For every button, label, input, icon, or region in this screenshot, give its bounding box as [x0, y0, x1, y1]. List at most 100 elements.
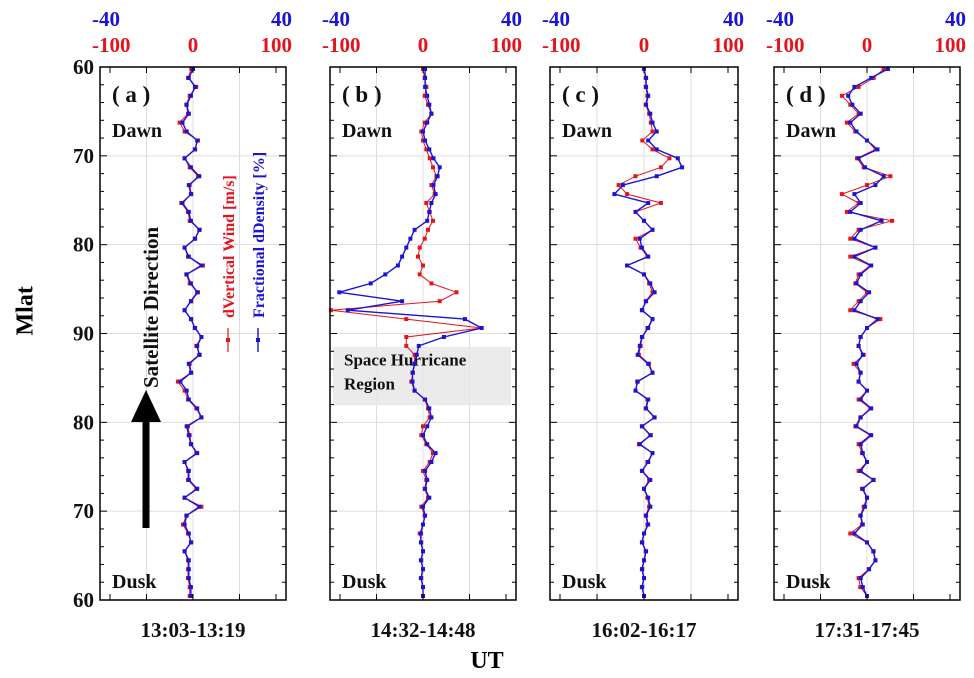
y-tick-label: 80 [73, 410, 94, 434]
time-range-label: 13:03-13:19 [141, 618, 246, 642]
wind-data-point [426, 227, 430, 232]
density-data-point [680, 165, 685, 170]
wind-data-point [422, 93, 427, 98]
density-data-point [635, 352, 640, 357]
density-data-point [421, 433, 425, 438]
density-data-point [650, 227, 655, 232]
density-data-point [858, 111, 863, 116]
density-data-point [642, 486, 646, 491]
density-data-point [873, 558, 878, 563]
density-data-point [395, 263, 400, 268]
density-data-point [197, 174, 202, 179]
density-data-point [856, 379, 861, 384]
density-data-point [885, 67, 890, 71]
density-data-point [875, 147, 880, 152]
density-data-point [646, 522, 651, 527]
density-data-point [875, 317, 880, 322]
density-data-point [854, 361, 859, 366]
density-data-point [186, 75, 191, 80]
density-data-point [383, 272, 388, 277]
density-data-point [860, 522, 865, 527]
density-data-point [435, 174, 440, 179]
wind-data-point [650, 129, 655, 134]
density-data-point [193, 326, 198, 330]
density-data-point [650, 120, 655, 125]
density-data-point [186, 111, 191, 116]
legend-density-marker [256, 338, 260, 342]
hurricane-region-box [333, 346, 511, 406]
density-data-point [646, 495, 651, 500]
density-data-point [633, 209, 638, 214]
density-data-point [852, 308, 857, 313]
panel-label: ( c ) [562, 82, 599, 107]
x-top-tick-label-blue: 40 [501, 7, 522, 31]
density-data-point [854, 424, 859, 429]
density-data-point [437, 165, 442, 170]
panel-label: ( a ) [112, 82, 150, 107]
wind-data-point [431, 165, 435, 170]
density-data-point [184, 129, 189, 134]
wind-data-point [404, 343, 409, 348]
wind-data-point [431, 451, 435, 456]
density-data-point [184, 388, 189, 393]
density-data-point [429, 415, 434, 420]
density-data-point [646, 397, 651, 402]
density-data-point [644, 549, 649, 554]
wind-data-point [848, 236, 853, 241]
wind-data-point [625, 192, 630, 197]
density-data-point [345, 308, 350, 313]
wind-data-point [839, 93, 844, 98]
density-data-point [858, 397, 863, 402]
density-data-point [644, 102, 649, 107]
y-tick-label: 70 [73, 144, 94, 168]
density-data-point [421, 129, 425, 134]
wind-data-point [856, 442, 861, 447]
density-data-point [639, 335, 644, 339]
dusk-label: Dusk [112, 571, 157, 593]
density-data-point [858, 335, 863, 339]
density-data-point [418, 540, 423, 545]
density-data-point [873, 245, 878, 250]
density-data-point [195, 138, 200, 143]
wind-data-point [851, 361, 856, 366]
density-data-point [642, 272, 646, 277]
density-data-point [431, 156, 436, 161]
density-data-point [188, 93, 193, 98]
density-data-point [193, 84, 198, 89]
density-data-point [612, 192, 617, 197]
density-data-point [848, 120, 853, 125]
y-tick-label: 60 [73, 55, 94, 79]
density-data-point [646, 138, 651, 143]
density-data-point [865, 460, 869, 464]
x-top-tick-label-blue: 40 [945, 7, 966, 31]
density-data-point [427, 102, 432, 107]
density-data-point [423, 468, 428, 473]
wind-data-point [431, 218, 435, 223]
x-top-tick-label-red: -100 [766, 33, 805, 57]
density-data-point [881, 174, 886, 179]
wind-data-point [844, 120, 849, 125]
density-data-point [425, 424, 430, 429]
density-data-point [639, 245, 644, 250]
density-data-point [178, 379, 183, 384]
density-data-point [425, 477, 430, 482]
wind-data-point [871, 75, 876, 80]
x-top-tick-label-blue: -40 [92, 7, 120, 31]
density-data-point [654, 147, 659, 152]
density-data-point [650, 451, 655, 456]
wind-data-point [890, 218, 895, 223]
x-top-tick-label-blue: -40 [766, 7, 794, 31]
density-data-point [425, 218, 430, 223]
density-data-point [180, 201, 185, 205]
x-top-tick-label-red: 0 [188, 33, 199, 57]
density-data-point [195, 486, 200, 491]
density-data-point [846, 93, 851, 98]
density-data-point [858, 299, 863, 304]
wind-data-point [858, 585, 863, 590]
density-series-line [847, 68, 889, 597]
density-data-point [865, 495, 869, 500]
density-data-point [199, 415, 204, 420]
density-data-point [865, 388, 869, 393]
density-data-point [400, 299, 405, 304]
density-data-point [186, 567, 191, 572]
